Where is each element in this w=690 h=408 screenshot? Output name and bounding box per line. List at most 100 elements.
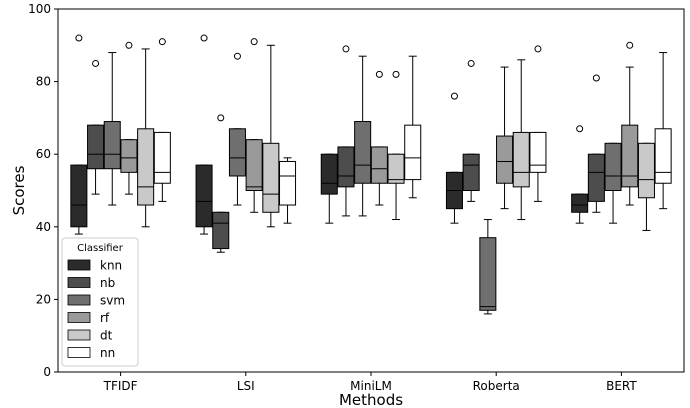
box-nb-Roberta xyxy=(462,59,480,202)
outlier-point xyxy=(158,38,166,46)
box-rf-LSI xyxy=(245,38,263,213)
box-rf-MiniLM xyxy=(370,70,388,206)
outlier-point xyxy=(576,125,584,133)
box-body xyxy=(212,211,230,250)
box-dt-MiniLM xyxy=(387,70,405,221)
x-tick-label: LSI xyxy=(237,379,255,393)
legend-swatch-svm xyxy=(67,294,91,306)
box-body xyxy=(228,128,246,177)
box-body xyxy=(637,142,655,199)
box-dt-TFIDF xyxy=(137,48,155,228)
box-body xyxy=(404,124,422,181)
box-body xyxy=(604,142,622,191)
box-knn-BERT xyxy=(571,125,589,224)
outlier-point xyxy=(450,92,458,100)
box-body xyxy=(337,146,355,188)
box-body xyxy=(120,139,138,173)
legend-swatch-nn xyxy=(67,347,91,358)
legend-label-rf: rf xyxy=(100,311,110,325)
outlier-point xyxy=(534,45,542,53)
outlier-point xyxy=(467,59,475,67)
y-tick-label: 60 xyxy=(36,147,51,161)
y-tick-label: 0 xyxy=(43,365,51,379)
x-tick-label: MiniLM xyxy=(350,379,392,393)
box-body xyxy=(387,153,405,184)
plot-area xyxy=(70,34,672,315)
box-body xyxy=(153,131,171,184)
y-tick-label: 40 xyxy=(36,220,51,234)
box-body xyxy=(587,153,605,202)
box-svm-TFIDF xyxy=(103,52,121,206)
box-dt-BERT xyxy=(637,142,655,231)
y-axis: 0 20 40 60 80 100 xyxy=(28,2,58,379)
y-tick-label: 100 xyxy=(28,2,51,16)
box-dt-LSI xyxy=(262,44,280,228)
box-body xyxy=(654,128,672,184)
box-body xyxy=(103,121,121,170)
outlier-point xyxy=(342,45,350,53)
outlier-point xyxy=(250,38,258,46)
legend-swatch-knn xyxy=(67,259,91,271)
outlier-point xyxy=(233,52,241,60)
outlier-point xyxy=(125,41,133,49)
box-body xyxy=(479,237,497,311)
outlier-point xyxy=(200,34,208,42)
box-knn-TFIDF xyxy=(70,34,88,235)
box-svm-Roberta xyxy=(479,219,497,315)
x-axis: TFIDF LSI MiniLM Roberta BERT xyxy=(103,372,637,393)
outlier-point xyxy=(375,70,383,78)
outlier-point xyxy=(217,114,225,122)
box-body xyxy=(529,131,547,173)
x-tick-label: BERT xyxy=(606,379,637,393)
box-body xyxy=(137,128,155,206)
x-tick-label: Roberta xyxy=(473,379,520,393)
box-body xyxy=(462,153,480,191)
box-body xyxy=(70,164,88,228)
x-tick-label: TFIDF xyxy=(103,379,138,393)
box-knn-Roberta xyxy=(445,92,463,224)
box-svm-LSI xyxy=(228,52,246,206)
box-body xyxy=(354,121,372,184)
box-body xyxy=(87,124,105,170)
box-body xyxy=(370,146,388,184)
legend-swatch-nb xyxy=(67,277,91,288)
legend-label-dt: dt xyxy=(100,329,113,343)
y-tick-label: 20 xyxy=(36,292,51,306)
box-knn-LSI xyxy=(195,34,213,235)
box-nb-BERT xyxy=(587,74,605,213)
box-rf-TFIDF xyxy=(120,41,138,195)
legend-label-nn: nn xyxy=(100,346,115,360)
box-body xyxy=(320,153,338,195)
box-nn-LSI xyxy=(279,157,297,224)
box-body xyxy=(262,142,280,213)
box-body xyxy=(621,124,639,188)
legend-title: Classifier xyxy=(77,243,124,254)
box-body xyxy=(195,164,213,228)
legend-swatch-rf xyxy=(67,312,91,323)
box-knn-MiniLM xyxy=(320,153,338,224)
legend-label-knn: knn xyxy=(100,259,122,273)
box-nb-MiniLM xyxy=(337,45,355,217)
legend-label-nb: nb xyxy=(100,276,115,290)
box-nb-TFIDF xyxy=(87,59,105,195)
box-body xyxy=(496,135,514,184)
legend: Classifier knn nb svm rf dt nn xyxy=(61,237,139,367)
box-body xyxy=(512,131,530,188)
x-axis-label: Methods xyxy=(339,391,403,408)
box-body xyxy=(279,160,297,206)
legend-label-svm: svm xyxy=(100,294,125,308)
box-nn-Roberta xyxy=(529,45,547,202)
box-body xyxy=(571,193,589,213)
box-svm-MiniLM xyxy=(354,55,372,217)
box-body xyxy=(245,139,263,191)
legend-swatch-dt xyxy=(67,329,91,341)
box-rf-BERT xyxy=(621,41,639,206)
box-dt-Roberta xyxy=(512,59,530,221)
y-tick-label: 80 xyxy=(36,75,51,89)
outlier-point xyxy=(75,34,83,42)
box-nn-BERT xyxy=(654,52,672,210)
outlier-point xyxy=(92,59,100,67)
outlier-point xyxy=(626,41,634,49)
y-axis-label: Scores xyxy=(10,165,28,215)
